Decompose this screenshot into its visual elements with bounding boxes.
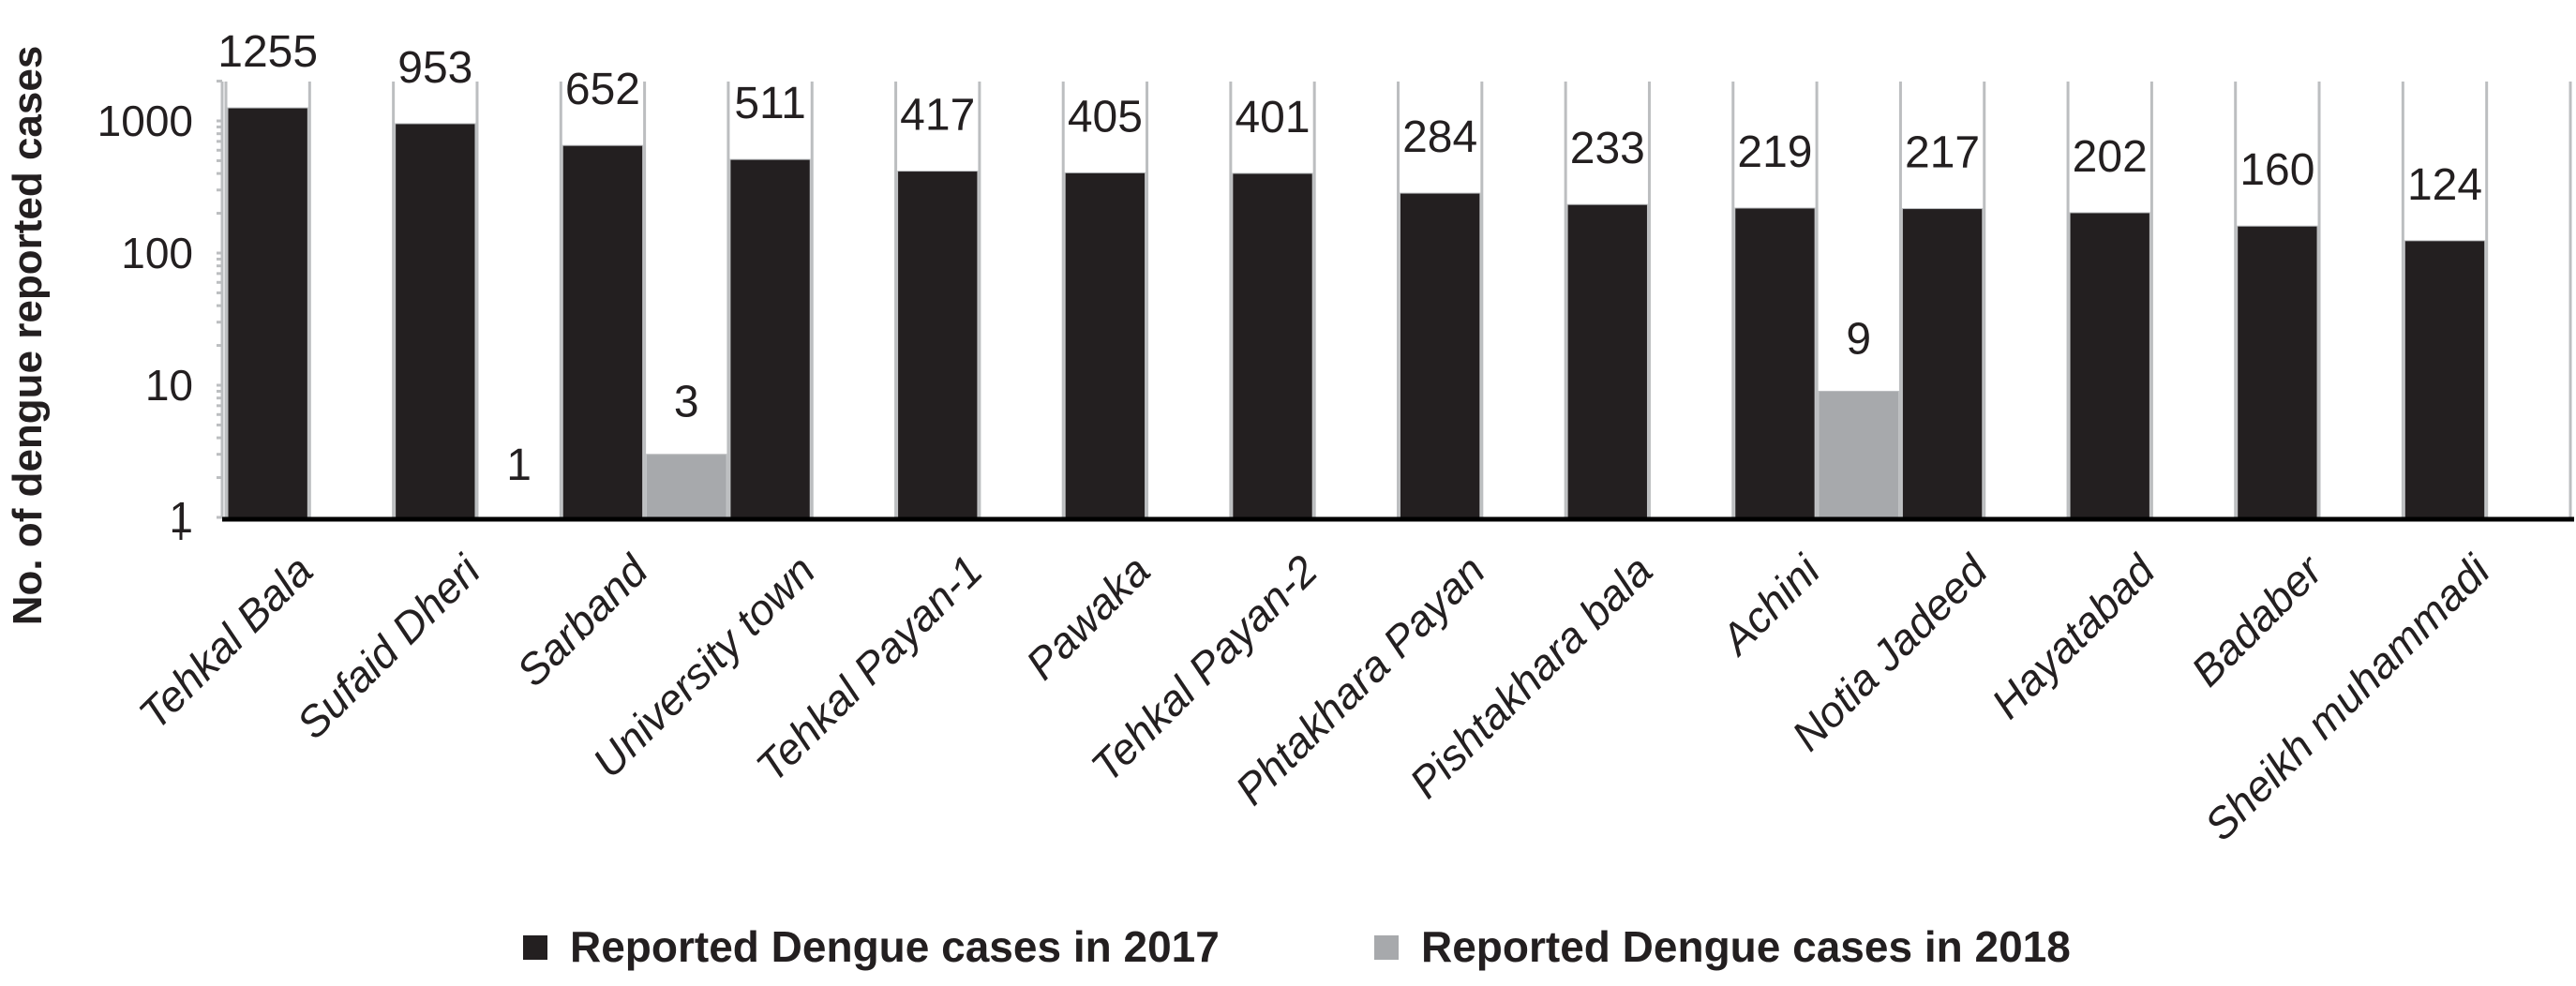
plot-area: 1 10 100 1000 1255 953 652 511 417 405 401 284 233 21…	[97, 27, 2574, 850]
bar-2018	[646, 454, 727, 518]
y-tick-label: 100	[121, 229, 193, 277]
legend: Reported Dengue cases in 2017 Reported D…	[523, 922, 2071, 971]
x-category-label: Sarband	[507, 545, 658, 695]
data-label: 405	[1068, 92, 1143, 142]
bar-2017	[1566, 203, 1648, 518]
x-category-label: Hayatabad	[1982, 545, 2164, 727]
bar-2017	[562, 144, 644, 518]
y-tick-label: 10	[145, 361, 193, 410]
bar-2017	[729, 158, 811, 518]
x-category-label: Pawaka	[1016, 545, 1159, 688]
data-label: 233	[1570, 124, 1645, 173]
bar-2017	[1232, 172, 1313, 518]
data-label: 3	[674, 378, 699, 427]
data-label: 219	[1737, 127, 1812, 177]
legend-swatch-2018	[1374, 935, 1399, 960]
data-label: 417	[900, 91, 975, 141]
bar-2017	[227, 107, 308, 518]
x-category-label: Sufaid Dheri	[287, 545, 490, 748]
data-label: 284	[1402, 112, 1477, 162]
data-label: 652	[565, 65, 640, 114]
bar-2017	[1064, 172, 1146, 518]
bar-2017	[2237, 225, 2318, 518]
bar-2017	[2069, 212, 2150, 518]
x-category-label: Sheikh muhammadi	[2195, 545, 2500, 849]
legend-item-2018: Reported Dengue cases in 2018	[1374, 922, 2071, 971]
legend-item-2017: Reported Dengue cases in 2017	[523, 922, 1220, 971]
y-tick-label: 1000	[97, 97, 193, 145]
x-category-label: Badaber	[2181, 545, 2332, 695]
bar-2018	[1818, 390, 1899, 518]
bar-2017	[2404, 240, 2486, 518]
data-label: 217	[1905, 128, 1980, 178]
data-label: 9	[1846, 314, 1871, 364]
x-category-label: Achini	[1710, 545, 1831, 665]
y-axis-title: No. of dengue reported cases	[5, 46, 51, 626]
bar-2017	[395, 123, 476, 518]
data-label: 511	[734, 79, 806, 128]
data-label: 160	[2239, 145, 2314, 195]
data-label: 124	[2407, 160, 2482, 210]
bar-2017	[1901, 208, 1984, 518]
legend-label-2017: Reported Dengue cases in 2017	[570, 922, 1220, 971]
legend-swatch-2017	[523, 935, 547, 960]
data-label: 202	[2073, 132, 2148, 182]
data-label: 1255	[217, 27, 318, 77]
bar-2017	[1400, 192, 1481, 518]
legend-label-2018: Reported Dengue cases in 2018	[1421, 922, 2071, 971]
bar-2017	[897, 171, 979, 518]
data-label: 401	[1235, 93, 1310, 142]
data-label: 953	[397, 43, 472, 93]
bar-2017	[1734, 207, 1816, 518]
data-label: 1	[506, 441, 532, 490]
